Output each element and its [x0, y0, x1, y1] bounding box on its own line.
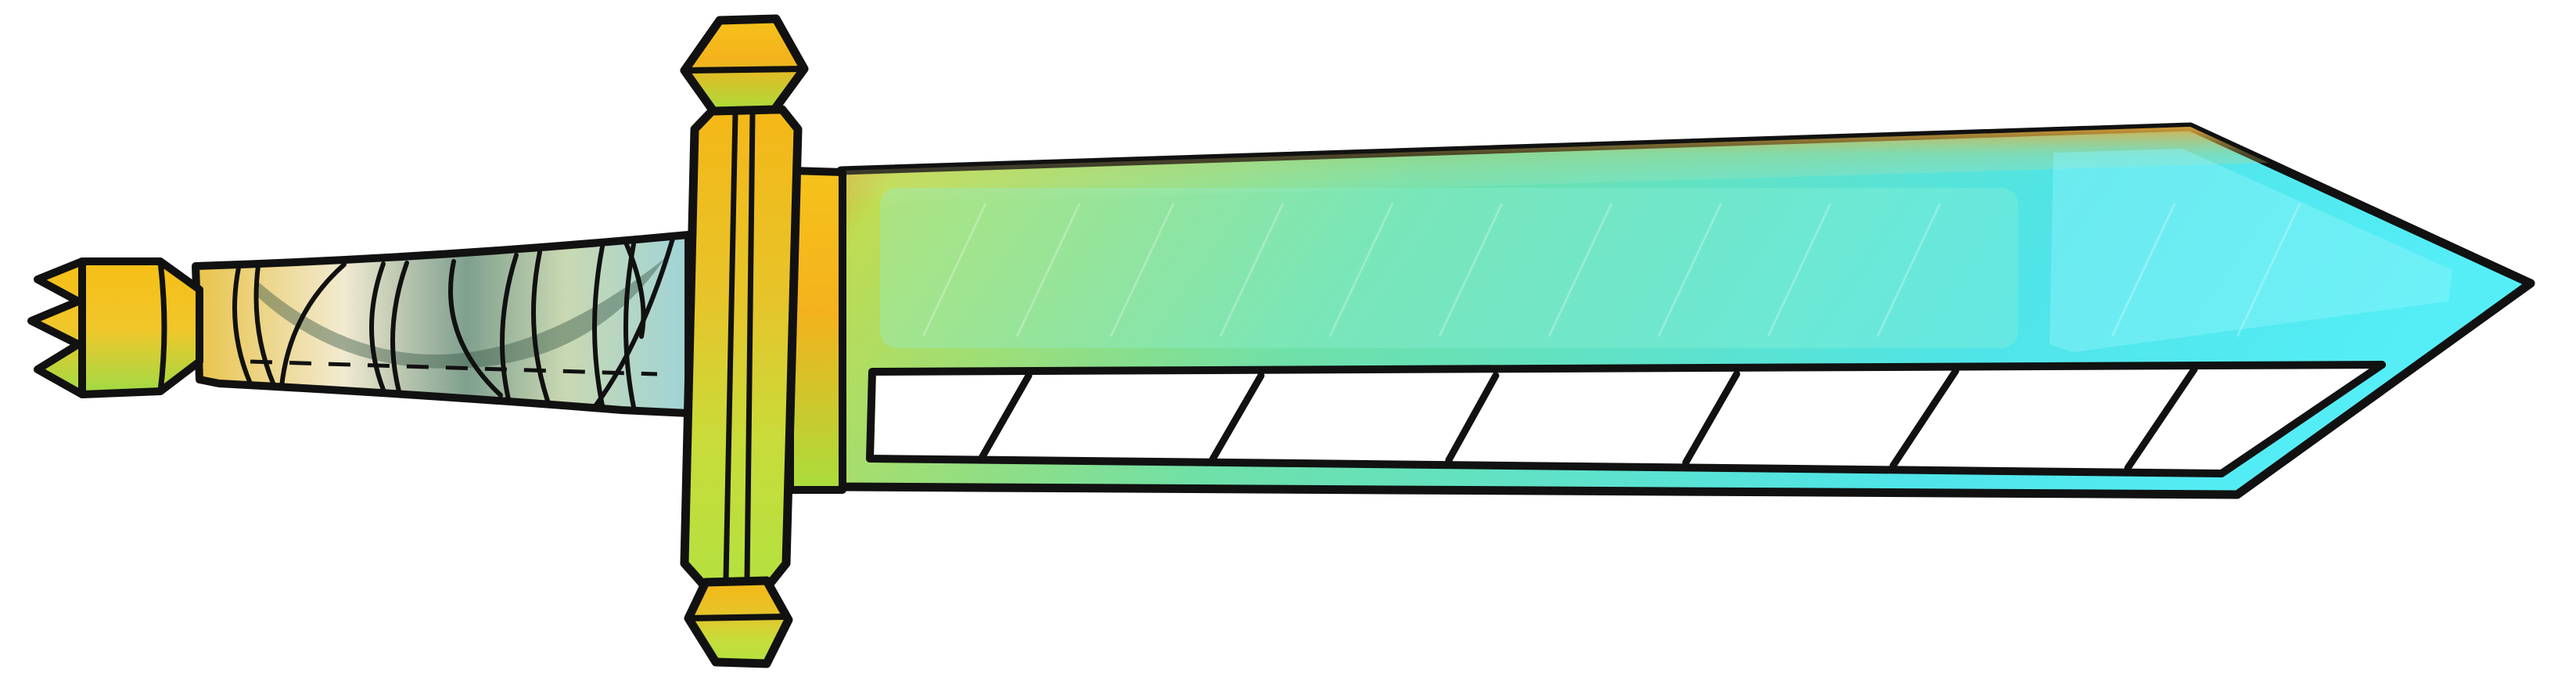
crossguard [680, 14, 809, 668]
blade [836, 122, 2535, 499]
guard-bottom-cap [684, 576, 793, 668]
pommel [27, 257, 203, 398]
blade-edge-segments [978, 365, 2198, 472]
grip-wrapping [232, 236, 675, 409]
blade-highlight [880, 188, 2018, 348]
guard-top-cap [680, 14, 809, 116]
grip [192, 231, 692, 417]
blade-edge [866, 361, 2386, 477]
tip-highlight [2050, 149, 2452, 352]
